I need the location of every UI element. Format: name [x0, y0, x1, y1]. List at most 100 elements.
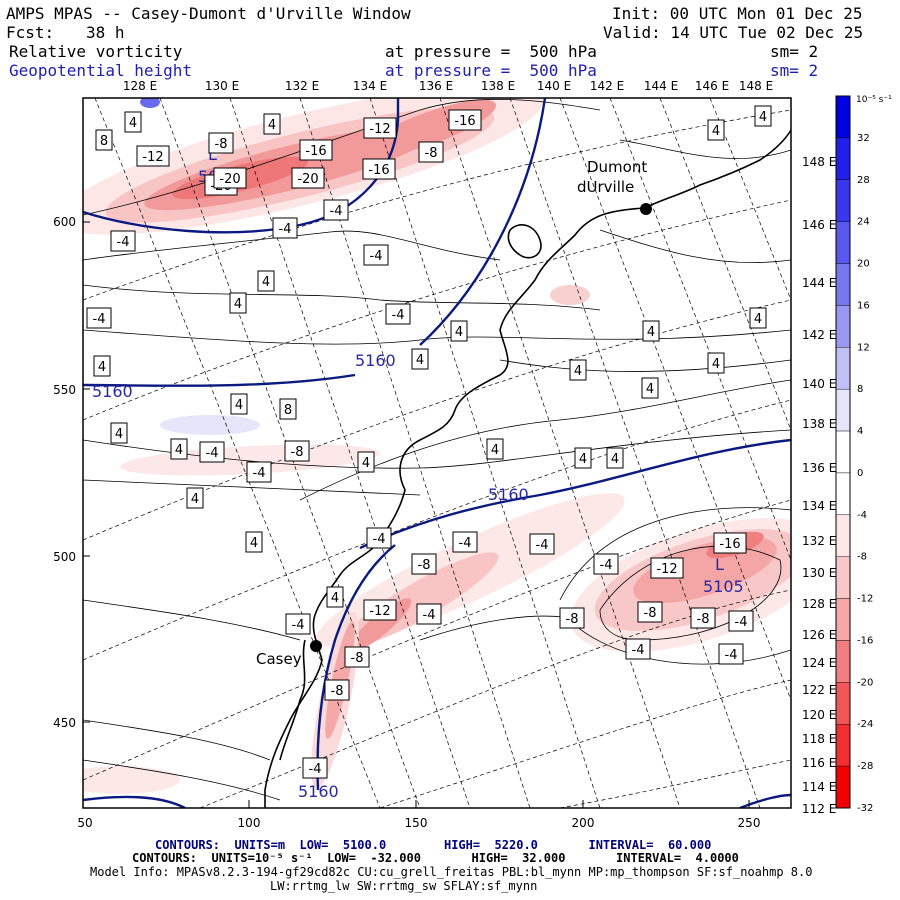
field2-level: at pressure = 500 hPa [385, 61, 597, 80]
colorbar-swatch [835, 137, 851, 180]
svg-text:-4: -4 [459, 536, 472, 551]
vorticity-label: 8 [279, 398, 297, 420]
svg-text:4: 4 [416, 353, 424, 368]
svg-text:-16: -16 [305, 144, 326, 159]
station-label-layer: Dumont dUrville Casey [256, 158, 647, 668]
vorticity-label: -12 [363, 117, 397, 139]
vorticity-label: -4 [718, 643, 744, 665]
vorticity-label: 4 [754, 105, 772, 127]
top-lon-label: 142 E [590, 79, 624, 93]
vorticity-label: 4 [124, 111, 142, 133]
svg-text:8: 8 [100, 134, 108, 149]
svg-text:-20: -20 [297, 172, 318, 187]
right-lat-label: 120 E [802, 708, 836, 722]
vorticity-label: -16 [299, 139, 333, 161]
top-lon-label: 138 E [481, 79, 515, 93]
forecast-hours: 38 h [86, 23, 125, 42]
height-label: 5160 [488, 485, 529, 504]
height-contours [83, 98, 791, 808]
svg-text:-12: -12 [369, 122, 390, 137]
svg-text:-4: -4 [292, 618, 305, 633]
svg-text:4: 4 [98, 360, 106, 375]
vorticity-label: -20 [213, 167, 247, 189]
top-lon-label: 146 E [695, 79, 729, 93]
top-lon-label: 140 E [537, 79, 571, 93]
station-label-durville: dUrville [577, 178, 634, 196]
svg-text:-4: -4 [279, 222, 292, 237]
vorticity-label: 4 [641, 377, 659, 399]
top-lon-label: 134 E [353, 79, 387, 93]
right-lat-label: 144 E [802, 276, 836, 290]
model-info-2: LW:rrtmg_lw SW:rrtmg_sw SFLAY:sf_mynn [270, 879, 538, 893]
vorticity-label: -8 [690, 607, 716, 629]
vorticity-label: -4 [285, 613, 311, 635]
colorbar-swatch [835, 640, 851, 683]
right-lat-label: 146 E [802, 218, 836, 232]
colorbar-label: 28 [857, 175, 870, 186]
vorticity-label: 4 [326, 586, 344, 608]
field1-name: Relative vorticity [9, 42, 183, 61]
right-lat-label: 112 E [802, 802, 836, 816]
svg-text:-16: -16 [719, 537, 740, 552]
svg-text:4: 4 [129, 116, 137, 131]
y-tick-label: 500 [53, 550, 76, 564]
y-tick-label: 450 [53, 716, 76, 730]
colorbar-swatch [835, 472, 851, 516]
colorbar-swatch [835, 263, 851, 306]
vorticity-label: -4 [529, 533, 555, 555]
vorticity-label: -4 [272, 217, 298, 239]
vorticity-label: -4 [416, 603, 442, 625]
vorticity-label: -12 [650, 557, 684, 579]
vorticity-label: 4 [486, 438, 504, 460]
vorticity-label: -8 [411, 553, 437, 575]
svg-text:-4: -4 [253, 466, 266, 481]
colorbar-label: -20 [857, 677, 873, 688]
station-casey-marker [310, 640, 322, 652]
svg-text:-4: -4 [93, 312, 106, 327]
svg-text:8: 8 [284, 403, 292, 418]
right-lat-label: 122 E [802, 683, 836, 697]
vorticity-label: -8 [284, 440, 310, 462]
vorticity-label: 4 [411, 348, 429, 370]
vorticity-label: -16 [448, 109, 482, 131]
vorticity-label: 4 [229, 292, 247, 314]
vorticity-label: -4 [246, 461, 272, 483]
right-lat-label: 136 E [802, 461, 836, 475]
vorticity-label: 4 [93, 355, 111, 377]
svg-text:4: 4 [331, 591, 339, 606]
right-lat-label: 132 E [802, 534, 836, 548]
vorticity-label: -4 [199, 441, 225, 463]
colorbar-swatch [835, 388, 851, 432]
vorticity-label: -20 [291, 167, 325, 189]
svg-text:-12: -12 [369, 604, 390, 619]
svg-text:-20: -20 [219, 172, 240, 187]
right-lat-label: 134 E [802, 499, 836, 513]
colorbar-swatch [835, 305, 851, 348]
vorticity-label: -4 [86, 307, 112, 329]
svg-text:4: 4 [491, 443, 499, 458]
svg-text:-8: -8 [331, 684, 344, 699]
station-label-casey: Casey [256, 650, 302, 668]
right-lat-label: 124 E [802, 656, 836, 670]
right-lat-label: 128 E [802, 597, 836, 611]
vorticity-label: -12 [363, 599, 397, 621]
colorbar-label: 24 [857, 217, 870, 228]
svg-text:4: 4 [235, 398, 243, 413]
svg-text:4: 4 [647, 325, 655, 340]
map-title: AMPS MPAS -- Casey-Dumont d'Urville Wind… [6, 4, 411, 23]
svg-text:-8: -8 [644, 606, 657, 621]
colorbar: 10⁻⁵ s⁻¹ 32 28 24 20 16 12 8 4 0 -4 -8 -12 -16 -20 -24 -… [835, 95, 892, 814]
right-lat-label: 148 E [802, 155, 836, 169]
colorbar-swatch [835, 724, 851, 767]
colorbar-unit: 10⁻⁵ s⁻¹ [856, 95, 892, 105]
vorticity-label: -4 [366, 527, 392, 549]
vorticity-label: -4 [302, 757, 328, 779]
x-tick-label: 150 [405, 816, 428, 830]
station-dumont-durville-marker [640, 203, 652, 215]
svg-text:-4: -4 [423, 608, 436, 623]
init-time: Init: 00 UTC Mon 01 Dec 25 [612, 4, 863, 23]
svg-text:4: 4 [250, 536, 258, 551]
svg-text:4: 4 [712, 124, 720, 139]
x-tick-label: 200 [572, 816, 595, 830]
